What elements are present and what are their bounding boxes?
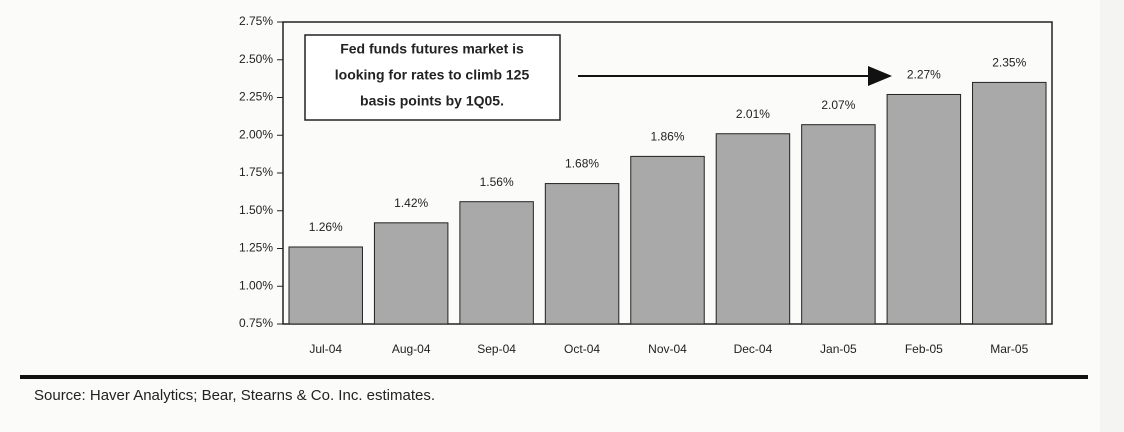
y-tick-label: 2.50% bbox=[239, 52, 273, 66]
y-tick-label: 2.00% bbox=[239, 127, 273, 141]
y-tick-label: 1.00% bbox=[239, 278, 273, 292]
x-tick-label: Jul-04 bbox=[309, 342, 342, 356]
value-label: 1.86% bbox=[650, 130, 684, 144]
annotation-line: looking for rates to climb 125 bbox=[335, 67, 530, 83]
bar bbox=[459, 201, 534, 325]
bar bbox=[886, 93, 962, 325]
x-tick-label: Aug-04 bbox=[392, 342, 431, 356]
source-note: Source: Haver Analytics; Bear, Stearns &… bbox=[34, 387, 435, 404]
value-label: 1.68% bbox=[565, 157, 599, 171]
bar bbox=[972, 81, 1047, 325]
value-label: 2.27% bbox=[907, 68, 941, 82]
x-tick-label: Dec-04 bbox=[734, 342, 773, 356]
bar bbox=[715, 133, 791, 325]
bar bbox=[544, 183, 620, 325]
y-tick-label: 2.25% bbox=[239, 90, 273, 104]
value-label: 1.42% bbox=[394, 196, 428, 210]
value-label: 1.26% bbox=[309, 220, 343, 234]
x-tick-label: Nov-04 bbox=[648, 342, 687, 356]
x-tick-label: Oct-04 bbox=[564, 342, 600, 356]
annotation-line: basis points by 1Q05. bbox=[360, 93, 504, 109]
annotation-box bbox=[304, 34, 561, 121]
y-tick-label: 2.75% bbox=[239, 14, 273, 28]
y-tick-label: 1.75% bbox=[239, 165, 273, 179]
value-label: 2.01% bbox=[736, 107, 770, 121]
bar bbox=[288, 246, 363, 325]
x-tick-label: Feb-05 bbox=[905, 342, 943, 356]
x-tick-label: Jan-05 bbox=[820, 342, 857, 356]
y-tick-label: 0.75% bbox=[239, 316, 273, 330]
value-label: 2.07% bbox=[821, 98, 855, 112]
value-label: 2.35% bbox=[992, 56, 1026, 70]
y-tick-label: 1.50% bbox=[239, 203, 273, 217]
value-label: 1.56% bbox=[480, 175, 514, 189]
y-tick-label: 1.25% bbox=[239, 241, 273, 255]
annotation-line: Fed funds futures market is bbox=[340, 41, 524, 57]
bar bbox=[801, 124, 876, 325]
x-tick-label: Sep-04 bbox=[477, 342, 516, 356]
bar bbox=[373, 222, 449, 325]
bar bbox=[630, 155, 705, 325]
x-tick-label: Mar-05 bbox=[990, 342, 1028, 356]
